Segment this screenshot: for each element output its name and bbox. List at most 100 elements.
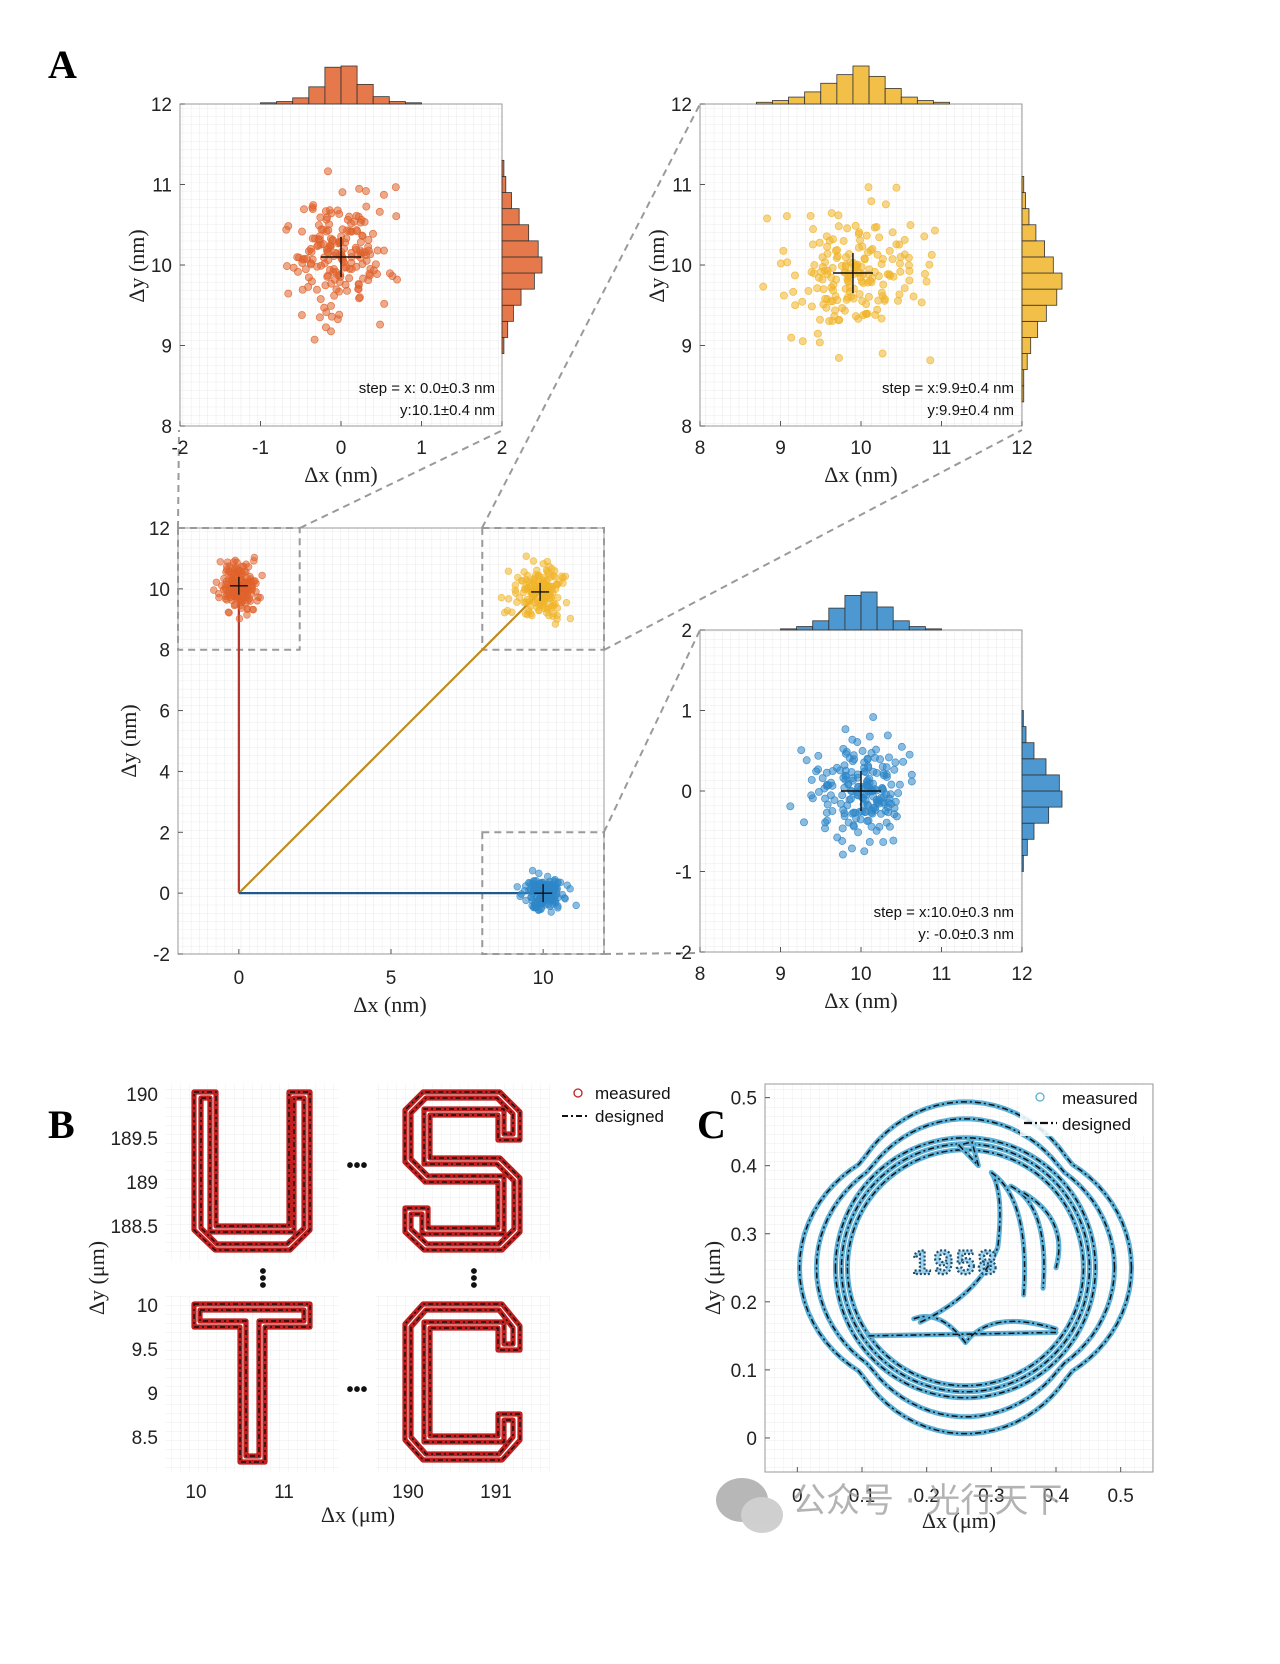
subplot-t xyxy=(165,1296,339,1472)
data-point xyxy=(521,584,529,592)
data-point xyxy=(254,593,262,601)
x-tick-label: 11 xyxy=(932,438,952,459)
data-point xyxy=(885,247,894,255)
data-point xyxy=(866,246,875,255)
histogram-bar xyxy=(788,96,806,105)
plot-content xyxy=(282,167,401,344)
data-point xyxy=(327,327,335,336)
histogram-bar xyxy=(1021,758,1047,776)
y-axis-label: Δy (nm) xyxy=(644,229,669,302)
histogram-bar xyxy=(844,595,862,631)
data-point xyxy=(838,837,847,845)
panel-c-emblem: 0 0.1 0.2 0.3 0.4 0.5 0 0.1 0.2 0.3 0.4 0.5 1958 me… xyxy=(700,1083,1154,1533)
data-point xyxy=(332,285,341,294)
data-point xyxy=(228,587,236,596)
histogram-bar xyxy=(1021,806,1050,824)
data-point xyxy=(365,271,374,280)
data-point xyxy=(926,356,935,365)
data-point xyxy=(849,774,857,782)
data-point xyxy=(879,838,888,847)
x-tick-label: 10 xyxy=(850,438,871,459)
data-point xyxy=(547,908,555,916)
data-point xyxy=(885,753,893,762)
axis-ticks: 0 0.1 0.2 0.3 0.4 0.5 0 0.1 0.2 0.3 0.4 0.5 xyxy=(731,1089,1134,1507)
data-point xyxy=(779,246,788,255)
data-point xyxy=(878,255,887,264)
data-point xyxy=(842,253,850,262)
emblem-flame-designed xyxy=(1010,1185,1045,1289)
y-tick-label: 4 xyxy=(159,762,170,783)
y-tick-label: 2 xyxy=(681,621,692,642)
data-point xyxy=(880,296,889,305)
legend-marker-measured xyxy=(573,1088,583,1098)
data-point xyxy=(871,311,880,319)
data-point xyxy=(297,311,306,320)
histogram-bar xyxy=(1021,385,1025,403)
data-point xyxy=(869,767,878,776)
data-point xyxy=(316,213,325,222)
data-point xyxy=(315,313,324,322)
data-point xyxy=(240,583,248,591)
data-point xyxy=(851,221,860,230)
data-point xyxy=(865,774,874,783)
data-point xyxy=(362,256,371,265)
data-point xyxy=(930,226,939,235)
data-point xyxy=(883,270,892,279)
histogram-bar xyxy=(804,91,822,105)
data-point xyxy=(843,224,852,233)
data-point xyxy=(885,822,894,831)
data-point xyxy=(867,822,876,831)
data-point xyxy=(812,767,821,776)
connector-line xyxy=(177,429,180,529)
data-point xyxy=(797,746,806,755)
data-point xyxy=(763,214,772,223)
data-point xyxy=(843,293,852,302)
data-point xyxy=(839,773,848,782)
panel-label-b: B xyxy=(48,1102,75,1147)
plot-content xyxy=(786,713,916,859)
y-tick-label: -1 xyxy=(675,863,692,884)
data-point xyxy=(497,593,506,602)
histogram-bar xyxy=(276,101,294,105)
histogram-bar xyxy=(1021,726,1027,744)
data-point xyxy=(789,287,798,296)
data-point xyxy=(839,237,848,245)
data-point xyxy=(258,571,266,580)
data-point xyxy=(800,818,808,827)
data-point xyxy=(891,797,900,806)
data-point xyxy=(891,758,900,767)
data-point xyxy=(233,558,241,567)
histogram-bar xyxy=(1021,192,1026,210)
x-tick-label: 0.4 xyxy=(1043,1486,1070,1507)
data-point xyxy=(876,809,885,818)
data-point xyxy=(235,614,244,623)
histogram-y xyxy=(1021,710,1063,872)
data-point xyxy=(922,277,931,286)
data-point xyxy=(822,808,831,817)
y-axis-label: Δy (μm) xyxy=(84,1241,109,1315)
data-point xyxy=(316,295,325,304)
data-point xyxy=(848,735,857,744)
data-point xyxy=(863,755,872,764)
data-point xyxy=(909,292,918,301)
data-point xyxy=(876,755,885,764)
data-point xyxy=(896,267,905,276)
data-point xyxy=(786,802,795,811)
data-point xyxy=(562,598,571,607)
data-point xyxy=(849,751,858,760)
y-tick-label: -2 xyxy=(153,945,170,966)
data-point xyxy=(814,751,823,760)
x-tick-label: 11 xyxy=(274,1482,294,1503)
y-tick-label: 0 xyxy=(159,884,170,905)
data-point xyxy=(310,335,319,344)
data-point xyxy=(840,761,849,770)
histogram-bar xyxy=(501,159,505,177)
data-point xyxy=(887,780,896,789)
data-point xyxy=(808,240,817,249)
data-point xyxy=(869,713,878,721)
data-point xyxy=(835,316,844,324)
data-point xyxy=(550,886,558,895)
y-tick-label: 0 xyxy=(746,1429,757,1450)
x-tick-label: 191 xyxy=(480,1482,512,1503)
data-point xyxy=(355,184,364,193)
